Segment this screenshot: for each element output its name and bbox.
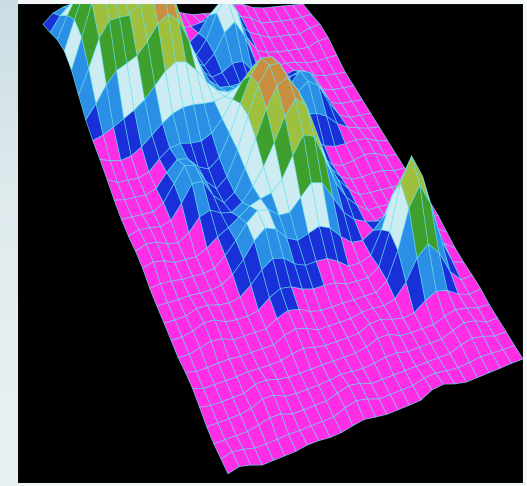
bottom-border xyxy=(18,483,523,486)
terrain-wireframe-render[interactable] xyxy=(18,4,523,483)
terrain-cell xyxy=(207,4,223,17)
terrain-cell xyxy=(66,4,81,21)
terrain-cell xyxy=(502,344,523,364)
terrain-cell xyxy=(59,4,74,17)
terrain-surface xyxy=(42,4,523,475)
left-panel-strip xyxy=(0,0,18,486)
terrain-cell xyxy=(74,4,92,39)
terrain-viewport[interactable] xyxy=(18,4,523,483)
terrain-cell xyxy=(125,4,140,16)
